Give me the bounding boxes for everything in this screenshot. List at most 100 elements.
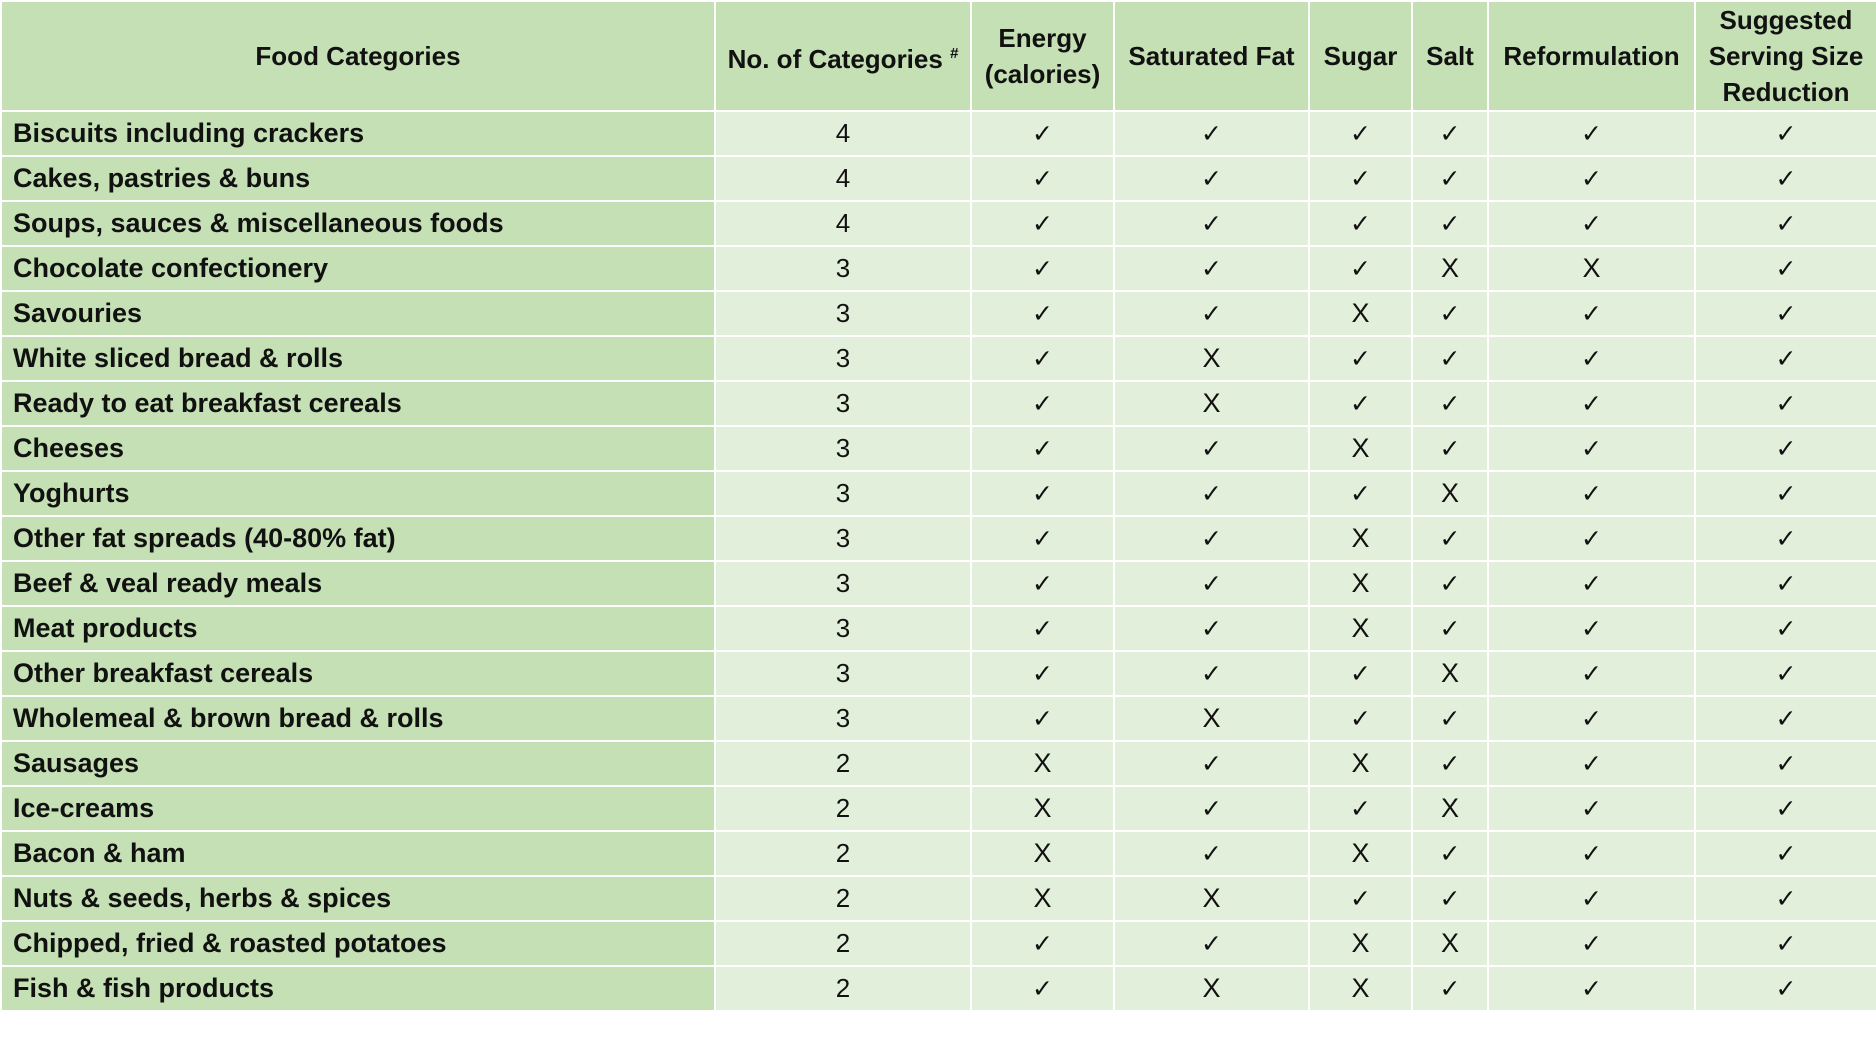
energy-cell: ✓	[970, 920, 1115, 967]
food-category-cell: Cakes, pastries & buns	[0, 155, 716, 202]
food-category-cell: White sliced bread & rolls	[0, 335, 716, 382]
category-count-cell: 3	[714, 560, 972, 607]
reformulation-cell: ✓	[1487, 785, 1696, 832]
sugar-cell: X	[1308, 830, 1413, 877]
reformulation-cell: ✓	[1487, 605, 1696, 652]
table-header: Food Categories No. of Categories # Ener…	[0, 0, 1876, 112]
table-row: Biscuits including crackers 4 ✓ ✓ ✓ ✓ ✓ ✓	[0, 110, 1876, 157]
saturated-fat-cell: ✓	[1113, 785, 1310, 832]
header-reformulation: Reformulation	[1487, 0, 1696, 112]
sugar-cell: ✓	[1308, 470, 1413, 517]
serving-size-cell: ✓	[1694, 470, 1876, 517]
serving-size-cell: ✓	[1694, 965, 1876, 1012]
saturated-fat-cell: X	[1113, 335, 1310, 382]
serving-size-cell: ✓	[1694, 515, 1876, 562]
header-row: Food Categories No. of Categories # Ener…	[0, 0, 1876, 112]
saturated-fat-cell: ✓	[1113, 110, 1310, 157]
table-row: Nuts & seeds, herbs & spices 2 X X ✓ ✓ ✓ ✓	[0, 875, 1876, 922]
food-category-cell: Savouries	[0, 290, 716, 337]
header-sugar: Sugar	[1308, 0, 1413, 112]
sugar-cell: X	[1308, 515, 1413, 562]
serving-size-cell: ✓	[1694, 650, 1876, 697]
table-row: Ready to eat breakfast cereals 3 ✓ X ✓ ✓ ✓ ✓	[0, 380, 1876, 427]
salt-cell: ✓	[1411, 380, 1489, 427]
sugar-cell: ✓	[1308, 785, 1413, 832]
serving-size-cell: ✓	[1694, 110, 1876, 157]
table-row: Yoghurts 3 ✓ ✓ ✓ X ✓ ✓	[0, 470, 1876, 517]
reformulation-cell: ✓	[1487, 740, 1696, 787]
table-row: Cheeses 3 ✓ ✓ X ✓ ✓ ✓	[0, 425, 1876, 472]
sugar-cell: ✓	[1308, 695, 1413, 742]
category-count-cell: 4	[714, 200, 972, 247]
food-category-cell: Ready to eat breakfast cereals	[0, 380, 716, 427]
energy-cell: ✓	[970, 560, 1115, 607]
energy-cell: ✓	[970, 200, 1115, 247]
sugar-cell: ✓	[1308, 875, 1413, 922]
category-count-cell: 2	[714, 740, 972, 787]
food-category-cell: Fish & fish products	[0, 965, 716, 1012]
category-count-cell: 3	[714, 425, 972, 472]
energy-cell: ✓	[970, 470, 1115, 517]
reformulation-cell: ✓	[1487, 470, 1696, 517]
energy-cell: X	[970, 830, 1115, 877]
food-category-cell: Yoghurts	[0, 470, 716, 517]
saturated-fat-cell: ✓	[1113, 290, 1310, 337]
saturated-fat-cell: ✓	[1113, 605, 1310, 652]
energy-cell: X	[970, 875, 1115, 922]
salt-cell: ✓	[1411, 965, 1489, 1012]
category-count-cell: 2	[714, 920, 972, 967]
category-count-cell: 3	[714, 695, 972, 742]
table-row: Chocolate confectionery 3 ✓ ✓ ✓ X X ✓	[0, 245, 1876, 292]
salt-cell: ✓	[1411, 875, 1489, 922]
saturated-fat-cell: ✓	[1113, 200, 1310, 247]
energy-cell: X	[970, 785, 1115, 832]
table-row: Bacon & ham 2 X ✓ X ✓ ✓ ✓	[0, 830, 1876, 877]
serving-size-cell: ✓	[1694, 785, 1876, 832]
food-category-cell: Nuts & seeds, herbs & spices	[0, 875, 716, 922]
table-row: Other breakfast cereals 3 ✓ ✓ ✓ X ✓ ✓	[0, 650, 1876, 697]
sugar-cell: ✓	[1308, 200, 1413, 247]
saturated-fat-cell: X	[1113, 380, 1310, 427]
table-row: Fish & fish products 2 ✓ X X ✓ ✓ ✓	[0, 965, 1876, 1012]
category-count-cell: 4	[714, 155, 972, 202]
reformulation-cell: ✓	[1487, 560, 1696, 607]
category-count-cell: 4	[714, 110, 972, 157]
energy-cell: ✓	[970, 965, 1115, 1012]
reformulation-cell: ✓	[1487, 335, 1696, 382]
food-category-cell: Soups, sauces & miscellaneous foods	[0, 200, 716, 247]
header-energy: Energy (calories)	[970, 0, 1115, 112]
category-count-cell: 3	[714, 380, 972, 427]
serving-size-cell: ✓	[1694, 740, 1876, 787]
table-row: Cakes, pastries & buns 4 ✓ ✓ ✓ ✓ ✓ ✓	[0, 155, 1876, 202]
food-category-cell: Chocolate confectionery	[0, 245, 716, 292]
salt-cell: X	[1411, 785, 1489, 832]
saturated-fat-cell: ✓	[1113, 470, 1310, 517]
salt-cell: ✓	[1411, 605, 1489, 652]
reformulation-cell: ✓	[1487, 425, 1696, 472]
energy-cell: ✓	[970, 515, 1115, 562]
serving-size-cell: ✓	[1694, 245, 1876, 292]
category-count-cell: 3	[714, 245, 972, 292]
reformulation-cell: ✓	[1487, 650, 1696, 697]
reformulation-cell: ✓	[1487, 965, 1696, 1012]
header-no-of-categories: No. of Categories #	[714, 0, 972, 112]
serving-size-cell: ✓	[1694, 605, 1876, 652]
food-category-cell: Meat products	[0, 605, 716, 652]
salt-cell: ✓	[1411, 830, 1489, 877]
energy-cell: ✓	[970, 245, 1115, 292]
energy-cell: ✓	[970, 155, 1115, 202]
food-category-cell: Other fat spreads (40-80% fat)	[0, 515, 716, 562]
salt-cell: ✓	[1411, 290, 1489, 337]
sugar-cell: X	[1308, 740, 1413, 787]
reformulation-cell: ✓	[1487, 830, 1696, 877]
table-row: White sliced bread & rolls 3 ✓ X ✓ ✓ ✓ ✓	[0, 335, 1876, 382]
food-category-cell: Cheeses	[0, 425, 716, 472]
salt-cell: X	[1411, 920, 1489, 967]
sugar-cell: X	[1308, 920, 1413, 967]
reformulation-cell: ✓	[1487, 515, 1696, 562]
sugar-cell: X	[1308, 605, 1413, 652]
food-category-cell: Chipped, fried & roasted potatoes	[0, 920, 716, 967]
salt-cell: ✓	[1411, 695, 1489, 742]
energy-cell: ✓	[970, 380, 1115, 427]
energy-cell: ✓	[970, 605, 1115, 652]
